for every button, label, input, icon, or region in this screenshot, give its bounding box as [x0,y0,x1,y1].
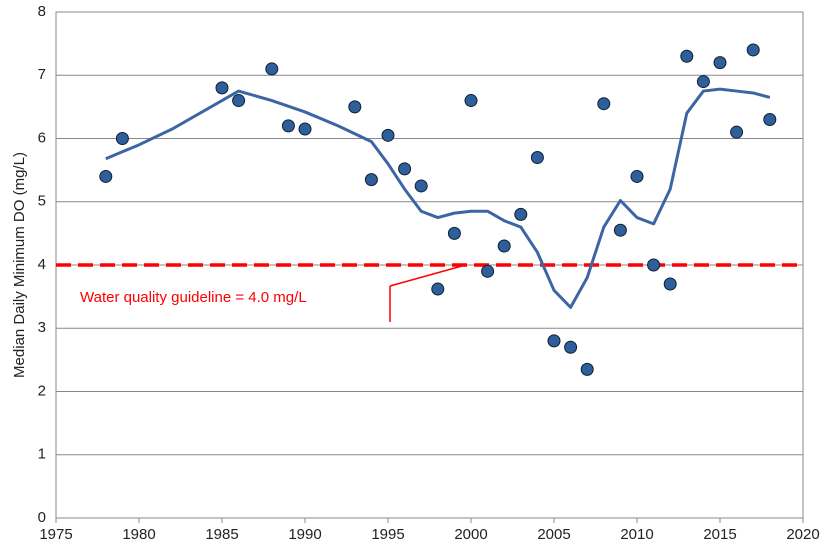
data-point [481,264,495,278]
x-tick-label: 2000 [454,526,487,543]
y-tick-label: 2 [38,382,46,399]
data-point [298,122,312,136]
data-point [447,226,461,240]
x-tick-label: 2015 [703,526,736,543]
y-tick-label: 8 [38,3,46,20]
data-point [696,75,710,89]
data-point [564,340,578,354]
data-point [265,62,279,76]
data-point [497,239,511,253]
y-tick-label: 5 [38,193,46,210]
data-point [580,362,594,376]
data-point [381,128,395,142]
data-point [746,43,760,57]
data-point [730,125,744,139]
y-tick-label: 7 [38,66,46,83]
data-point [99,169,113,183]
x-tick-label: 1990 [288,526,321,543]
y-tick-label: 3 [38,319,46,336]
x-tick-label: 2010 [620,526,653,543]
data-point [663,277,677,291]
data-point [364,173,378,187]
data-point [597,97,611,111]
data-point [530,150,544,164]
x-tick-label: 1975 [39,526,72,543]
data-point [763,113,777,127]
x-tick-label: 2005 [537,526,570,543]
data-point [348,100,362,114]
data-point [680,49,694,63]
data-point [647,258,661,272]
annotation-leader [389,265,463,287]
x-tick-label: 2020 [786,526,819,543]
data-point [613,223,627,237]
y-tick-label: 6 [38,129,46,146]
data-point [232,94,246,108]
y-tick-label: 1 [38,446,46,463]
data-point [398,162,412,176]
data-point [713,56,727,70]
y-tick-label: 0 [38,509,46,526]
y-tick-label: 4 [38,256,46,273]
data-point [547,334,561,348]
data-point [431,282,445,296]
data-point [215,81,229,95]
y-axis-label: Median Daily Minimum DO (mg/L) [11,152,28,378]
x-tick-label: 1995 [371,526,404,543]
data-point [115,132,129,145]
data-point [414,179,428,193]
trend-line [105,87,771,309]
data-point [464,94,478,108]
guideline-label: Water quality guideline = 4.0 mg/L [80,289,307,306]
data-point [630,169,644,183]
x-tick-label: 1985 [205,526,238,543]
data-point [514,207,528,221]
x-tick-label: 1980 [122,526,155,543]
data-point [281,119,295,133]
